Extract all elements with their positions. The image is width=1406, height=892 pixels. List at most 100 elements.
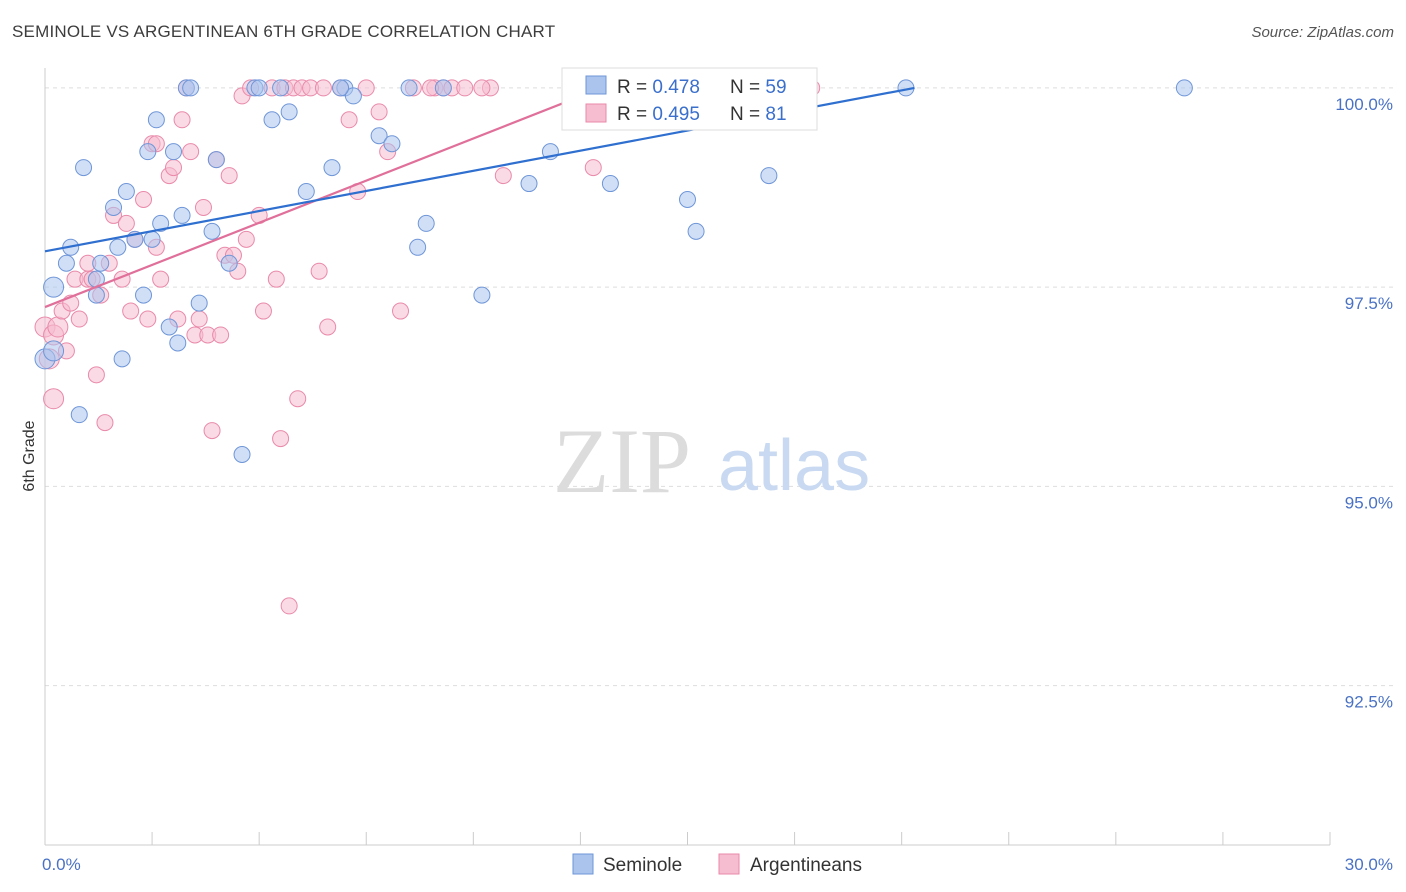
seminole-point-3 [57, 254, 75, 272]
y-tick-label-2: 95.0% [1345, 493, 1393, 512]
legend-seminole-n-value: 59 [765, 77, 786, 98]
argentineans-point-64 [357, 79, 375, 97]
bottom-legend-swatch-seminole [572, 853, 594, 875]
argentineans-point-19 [117, 214, 135, 232]
legend-seminole-r-label: R = [617, 77, 652, 98]
seminole-point-33 [323, 159, 341, 177]
series-legend: Seminole Argentineans [572, 853, 862, 876]
seminole-point-18 [165, 143, 182, 161]
legend-argentineans-n-value: 81 [765, 104, 786, 125]
seminole-point-31 [280, 103, 298, 121]
argentineans-point-62 [340, 111, 358, 129]
seminole-point-32 [297, 183, 315, 201]
legend-swatch-argentineans [585, 103, 607, 123]
bottom-legend-argentineans-label: Argentineans [750, 855, 862, 876]
seminole-point-22 [190, 294, 208, 312]
seminole-point-40 [417, 214, 435, 232]
legend-seminole-r-value: 0.478 [652, 77, 700, 98]
argentineans-points [34, 79, 821, 615]
seminole-point-46 [601, 175, 619, 193]
argentineans-point-59 [314, 79, 332, 97]
seminole-point-51 [760, 167, 778, 185]
seminole-point-55 [113, 350, 131, 368]
argentineans-point-74 [494, 167, 512, 185]
argentineans-point-3 [43, 388, 65, 410]
seminole-point-8 [92, 254, 110, 272]
seminole-point-29 [263, 111, 281, 129]
legend-argentineans-n-label: N = [730, 104, 765, 125]
y-tick-label-1: 97.5% [1345, 294, 1393, 313]
argentineans-point-22 [135, 190, 153, 208]
argentineans-point-37 [203, 422, 221, 440]
argentineans-point-80 [473, 79, 491, 97]
argentineans-point-65 [370, 103, 388, 121]
seminole-point-23 [203, 222, 221, 240]
argentineans-point-39 [212, 326, 230, 344]
argentineans-point-35 [194, 198, 212, 216]
legend-argentineans-r-label: R = [617, 104, 652, 125]
seminole-point-9 [105, 198, 123, 216]
argentineans-trend-line [44, 86, 603, 309]
argentineans-point-26 [152, 270, 170, 288]
x-tick-labels: 0.0% 30.0% [42, 855, 1393, 874]
y-tick-label-0: 100.0% [1335, 95, 1393, 114]
x-ticks [44, 832, 1331, 845]
seminole-point-36 [370, 127, 388, 145]
legend-argentineans-r-value: 0.495 [652, 104, 700, 125]
argentineans-point-45 [237, 230, 255, 248]
argentineans-point-20 [122, 302, 140, 320]
y-tick-label-3: 92.5% [1345, 693, 1393, 712]
argentineans-point-15 [96, 414, 114, 432]
seminole-point-26 [233, 446, 251, 464]
x-tick-label-0: 0.0% [42, 855, 81, 874]
seminole-point-16 [152, 214, 170, 232]
y-tick-labels: 100.0% 97.5% 95.0% 92.5% [1335, 95, 1393, 712]
seminole-point-57 [182, 79, 200, 97]
seminole-point-30 [272, 79, 290, 97]
seminole-point-54 [70, 406, 88, 424]
grid-lines [45, 87, 1395, 687]
seminole-point-13 [135, 286, 153, 304]
argentineans-point-60 [319, 318, 337, 336]
seminole-point-28 [250, 79, 268, 97]
seminole-point-10 [109, 238, 127, 256]
seminole-point-25 [220, 254, 238, 272]
watermark-zip: ZIP [553, 410, 691, 512]
argentineans-point-9 [70, 310, 88, 328]
seminole-point-14 [139, 143, 157, 161]
argentineans-point-67 [392, 302, 410, 320]
chart-title: SEMINOLE VS ARGENTINEAN 6TH GRADE CORREL… [12, 22, 556, 41]
svg-text:R = 0.495: R = 0.495 [617, 104, 700, 125]
svg-text:N = 81: N = 81 [730, 104, 787, 125]
watermark: ZIP atlas [553, 410, 870, 512]
argentineans-point-41 [220, 167, 238, 185]
argentineans-point-30 [173, 111, 191, 129]
argentineans-point-48 [254, 302, 272, 320]
bottom-legend-swatch-argentineans [718, 853, 740, 875]
seminole-point-53 [1175, 79, 1193, 97]
y-axis-label: 6th Grade [21, 420, 38, 491]
seminole-point-20 [173, 206, 191, 224]
seminole-point-39 [409, 238, 427, 256]
argentineans-point-28 [165, 159, 182, 177]
argentineans-point-34 [190, 310, 208, 328]
svg-text:R = 0.478: R = 0.478 [617, 77, 700, 98]
seminole-point-5 [75, 159, 93, 177]
seminole-point-49 [687, 222, 705, 240]
svg-text:N = 59: N = 59 [730, 77, 787, 98]
argentineans-point-58 [310, 262, 328, 280]
seminole-point-42 [473, 286, 491, 304]
seminole-point-35 [344, 87, 362, 105]
seminole-point-17 [160, 318, 178, 336]
argentineans-point-32 [182, 143, 200, 161]
seminole-points [34, 79, 1193, 464]
legend-seminole-n-label: N = [730, 77, 765, 98]
x-tick-label-1: 30.0% [1345, 855, 1393, 874]
argentineans-point-23 [139, 310, 157, 328]
seminole-point-38 [400, 79, 418, 97]
watermark-atlas: atlas [718, 426, 870, 506]
argentineans-point-75 [584, 159, 602, 177]
seminole-point-48 [679, 190, 696, 208]
seminole-point-37 [383, 135, 401, 153]
